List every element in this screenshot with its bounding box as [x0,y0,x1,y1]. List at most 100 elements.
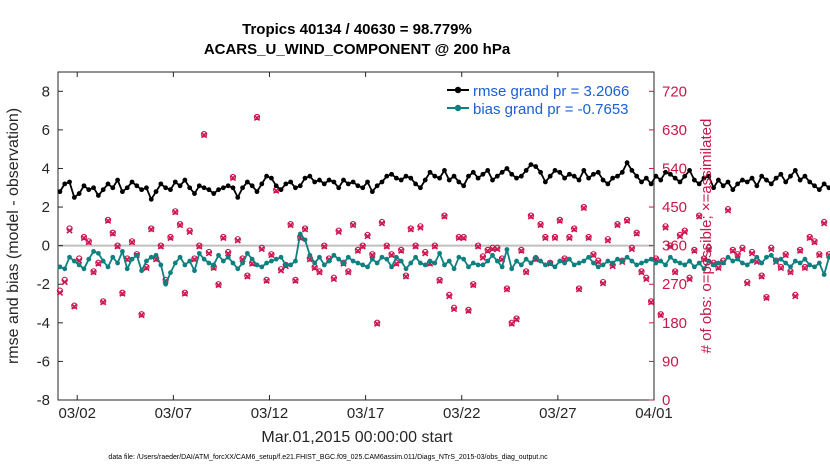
bias-point [393,254,399,260]
obs-assimilated-point [330,275,338,283]
bias-point [153,252,159,258]
obs-assimilated-point [796,247,804,254]
bias-point [667,254,673,260]
bias-series-layer [57,231,830,287]
obs-assimilated-point [301,226,309,233]
rmse-point [523,168,529,173]
bias-point [475,262,481,268]
rmse-point [148,196,154,202]
obs-assimilated-point [455,234,463,242]
y-right-tick-label: 720 [662,83,687,100]
obs-possible-point [301,225,309,232]
obs-assimilated-point [148,226,155,233]
obs-possible-point [364,231,371,239]
y-tick-label: -2 [37,276,50,293]
rmse-point [514,175,519,181]
x-tick-label: 03/27 [539,405,577,422]
y-tick-label: -6 [37,353,50,370]
obs-assimilated-point [196,243,203,250]
rmse-point [557,169,563,175]
rmse-point [408,175,414,181]
rmse-point [216,187,221,193]
obs-possible-point [671,268,679,275]
rmse-point [639,179,644,185]
bias-point [182,262,188,268]
bias-point [163,281,169,287]
rmse-point [528,162,534,168]
rmse-point [538,169,543,175]
rmse-point [624,160,630,166]
obs-assimilated-point [816,251,823,259]
obs-possible-point [119,289,126,296]
bias-point [336,256,342,262]
obs-assimilated-point [494,245,501,253]
obs-assimilated-point [80,234,88,242]
rmse-series-layer [57,160,830,202]
rmse-point [71,195,77,200]
rmse-point [547,173,553,179]
rmse-point [62,181,68,187]
obs-assimilated-point [470,281,477,289]
rmse-point [615,173,620,179]
rmse-point [509,171,515,177]
rmse-point [196,183,202,189]
bias-point [677,260,683,266]
rmse-point [336,185,342,191]
bias-point [168,270,173,276]
obs-assimilated-point [739,245,746,253]
obs-assimilated-point [527,213,535,220]
obs-possible-point [537,221,544,228]
rmse-point [696,181,702,187]
bias-point [605,258,611,264]
obs-possible-point [167,233,174,241]
rmse-point [312,179,318,185]
rmse-point [797,177,803,183]
obs-assimilated-point [604,237,612,244]
rmse-point [600,177,606,183]
bias-point [81,266,87,272]
bias-point [595,264,601,270]
rmse-point [485,168,491,173]
obs-assimilated-point [383,243,390,250]
bias-point [461,256,467,262]
obs-possible-point [460,233,467,241]
obs-possible-point [90,268,97,275]
bias-point [240,260,245,266]
obs-assimilated-point [258,245,265,253]
rmse-point [254,189,260,195]
x-axis-label: Mar.01,2015 00:00:00 start [261,429,453,446]
obs-possible-point [287,221,294,228]
bias-point [172,260,178,266]
rmse-point [442,168,447,173]
obs-assimilated-point [734,251,741,259]
rmse-point [754,183,760,189]
bias-point [413,254,418,260]
y-tick-label: 2 [42,199,50,216]
y-right-tick-label: 270 [662,276,687,293]
obs-assimilated-point [503,286,511,293]
y-tick-label: 4 [42,160,50,177]
obs-possible-point [402,272,410,279]
obs-assimilated-point [643,275,650,283]
bias-point [720,260,726,266]
obs-possible-point [527,212,535,219]
obs-possible-point [422,248,429,256]
obs-assimilated-point [157,243,165,250]
bias-point [384,256,390,262]
obs-possible-point [724,206,732,213]
obs-possible-point [676,231,684,239]
obs-possible-point [330,274,338,281]
obs-assimilated-point [56,289,64,296]
bias-point [446,258,452,264]
bias-point [696,260,702,266]
bias-point [643,258,649,264]
bias-point [658,258,664,264]
bias-point [764,254,769,260]
rmse-point [533,164,539,169]
obs-possible-point [801,263,809,271]
bias-point [144,258,149,264]
obs-assimilated-point [782,251,789,259]
bias-point [797,260,803,266]
obs-assimilated-point [277,267,285,274]
obs-possible-point [628,244,636,251]
